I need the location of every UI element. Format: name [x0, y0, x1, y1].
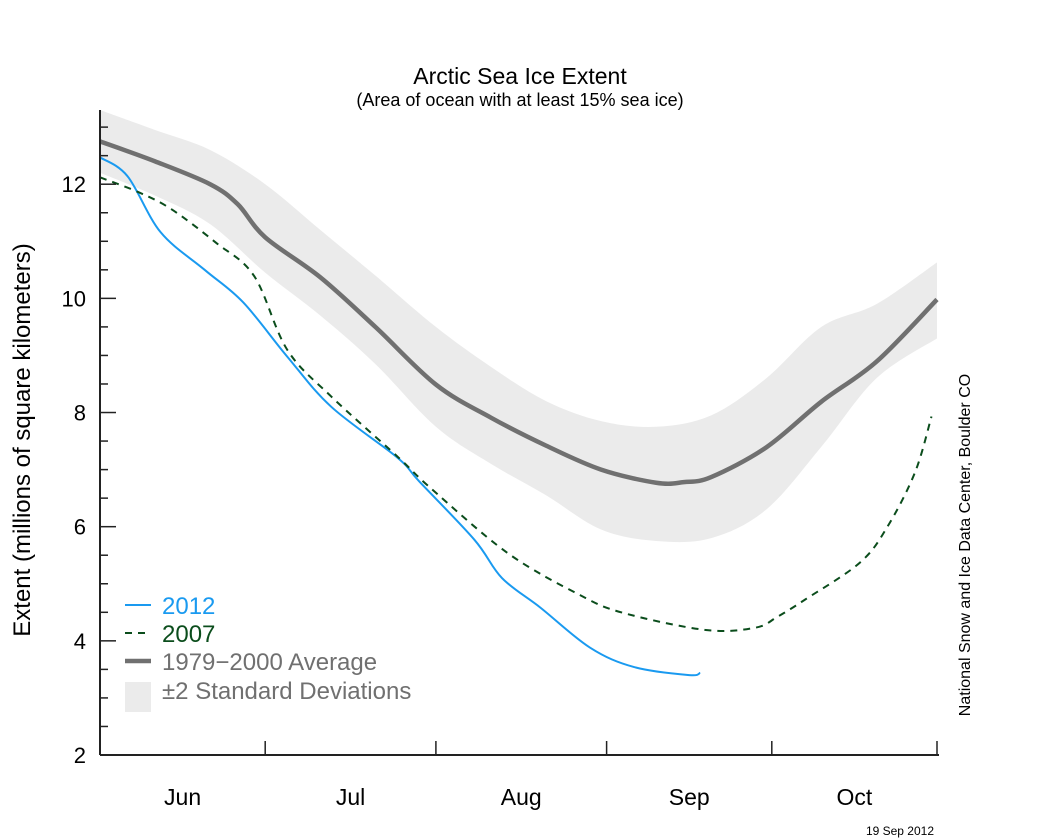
series-line-1979-2000-average: [99, 139, 939, 486]
legend-label: ±2 Standard Deviations: [162, 678, 411, 705]
y-tick-label: 2: [74, 743, 86, 768]
x-tick-label: Oct: [837, 784, 873, 810]
x-tick-label: Aug: [501, 784, 542, 810]
y-tick-label: 12: [62, 172, 86, 197]
y-axis-label: Extent (millions of square kilometers): [9, 243, 36, 636]
legend-label: 2012: [162, 593, 215, 620]
y-tick-label: 10: [62, 286, 86, 311]
x-tick-label: Sep: [669, 784, 710, 810]
x-tick-label: Jul: [336, 784, 365, 810]
credit-text: National Snow and Ice Data Center, Bould…: [957, 374, 974, 716]
legend-swatch-band: [125, 682, 151, 712]
x-tick-label: Jun: [164, 784, 201, 810]
series-line-2007: [99, 176, 933, 632]
legend-label: 1979−2000 Average: [162, 649, 377, 676]
plot-area: [99, 110, 939, 677]
date-stamp: 19 Sep 2012: [866, 824, 934, 838]
y-tick-label: 6: [74, 515, 86, 540]
chart-subtitle: (Area of ocean with at least 15% sea ice…: [356, 90, 683, 110]
std-dev-band: [100, 110, 937, 543]
y-tick-label: 8: [74, 401, 86, 426]
axes: 2 4 6 8 10 12 Jun Jul Aug Sep Oct: [62, 110, 939, 810]
legend-label: 2007: [162, 621, 215, 648]
chart-title: Arctic Sea Ice Extent: [413, 63, 627, 89]
y-tick-label: 4: [74, 629, 86, 654]
